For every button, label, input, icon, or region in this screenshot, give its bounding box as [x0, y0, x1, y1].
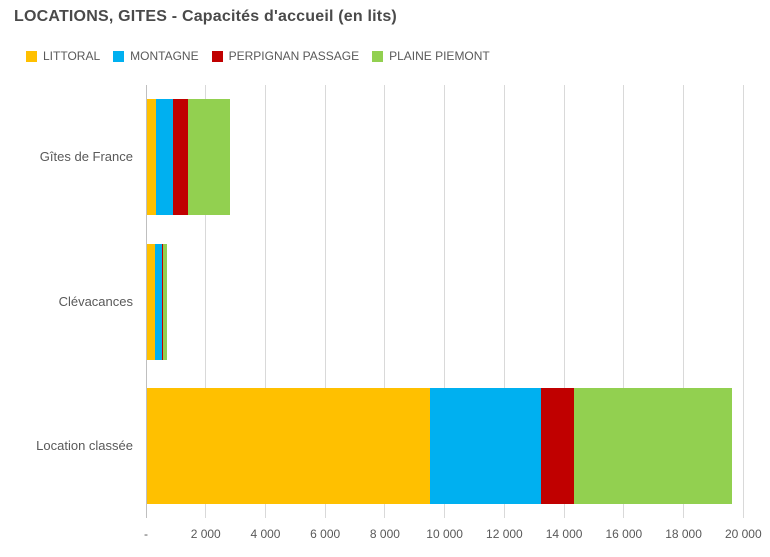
- legend-label: LITTORAL: [43, 49, 101, 63]
- bar-segment: [155, 243, 162, 360]
- x-tick-label: -: [144, 527, 148, 541]
- bar-segment: [173, 99, 189, 216]
- bar-segment: [430, 387, 541, 504]
- category-label: Clévacances: [58, 293, 133, 309]
- legend-label: MONTAGNE: [130, 49, 199, 63]
- x-tick-label: 4 000: [250, 527, 281, 541]
- gridline: [264, 85, 266, 518]
- x-tick-label: 6 000: [310, 527, 341, 541]
- x-tick-label: 16 000: [605, 527, 643, 541]
- legend-item: PLAINE PIEMONT: [372, 49, 490, 63]
- gridline: [742, 85, 744, 518]
- x-tick-label: 10 000: [426, 527, 463, 541]
- bar: [146, 243, 168, 360]
- x-tick-label: 18 000: [665, 527, 702, 541]
- legend-swatch-icon: [26, 50, 37, 62]
- x-tick-label: 12 000: [486, 527, 523, 541]
- x-tick-label: 20 000: [724, 527, 762, 541]
- bar: [146, 99, 231, 216]
- bar-segment: [146, 99, 157, 216]
- gridline: [563, 85, 565, 518]
- gridline: [683, 85, 685, 518]
- bar-segment: [146, 387, 431, 504]
- legend-swatch-icon: [372, 50, 384, 62]
- gridline: [324, 85, 326, 518]
- legend-item: LITTORAL: [26, 49, 100, 63]
- x-tick-label: 14 000: [545, 527, 583, 541]
- bar: [146, 387, 732, 504]
- legend: LITTORAL MONTAGNE PERPIGNAN PASSAGE PLAINE …: [26, 49, 490, 63]
- category-label: Gîtes de France: [39, 149, 133, 165]
- gridline: [623, 85, 625, 518]
- y-axis-line: [145, 85, 147, 518]
- bar-segment: [163, 243, 168, 360]
- legend-item: PERPIGNAN PASSAGE: [211, 49, 360, 63]
- bar-segment: [161, 243, 164, 360]
- bar-segment: [146, 243, 156, 360]
- legend-item: MONTAGNE: [113, 49, 199, 63]
- legend-swatch-icon: [113, 50, 125, 62]
- bar-segment: [188, 99, 231, 216]
- bar-segment: [156, 99, 174, 216]
- legend-label: PERPIGNAN PASSAGE: [228, 49, 360, 63]
- x-tick-label: 8 000: [369, 527, 400, 541]
- legend-label: PLAINE PIEMONT: [389, 49, 490, 63]
- category-label: Location classée: [36, 437, 133, 453]
- gridline: [205, 85, 207, 518]
- bar-segment: [573, 387, 732, 504]
- gridline: [444, 85, 446, 518]
- gridline: [503, 85, 505, 518]
- x-tick-label: 2 000: [190, 527, 221, 541]
- gridline: [384, 85, 386, 518]
- legend-swatch-icon: [211, 50, 223, 62]
- chart-title: LOCATIONS, GITES - Capacités d'accueil (…: [14, 8, 397, 25]
- bar-segment: [540, 387, 574, 504]
